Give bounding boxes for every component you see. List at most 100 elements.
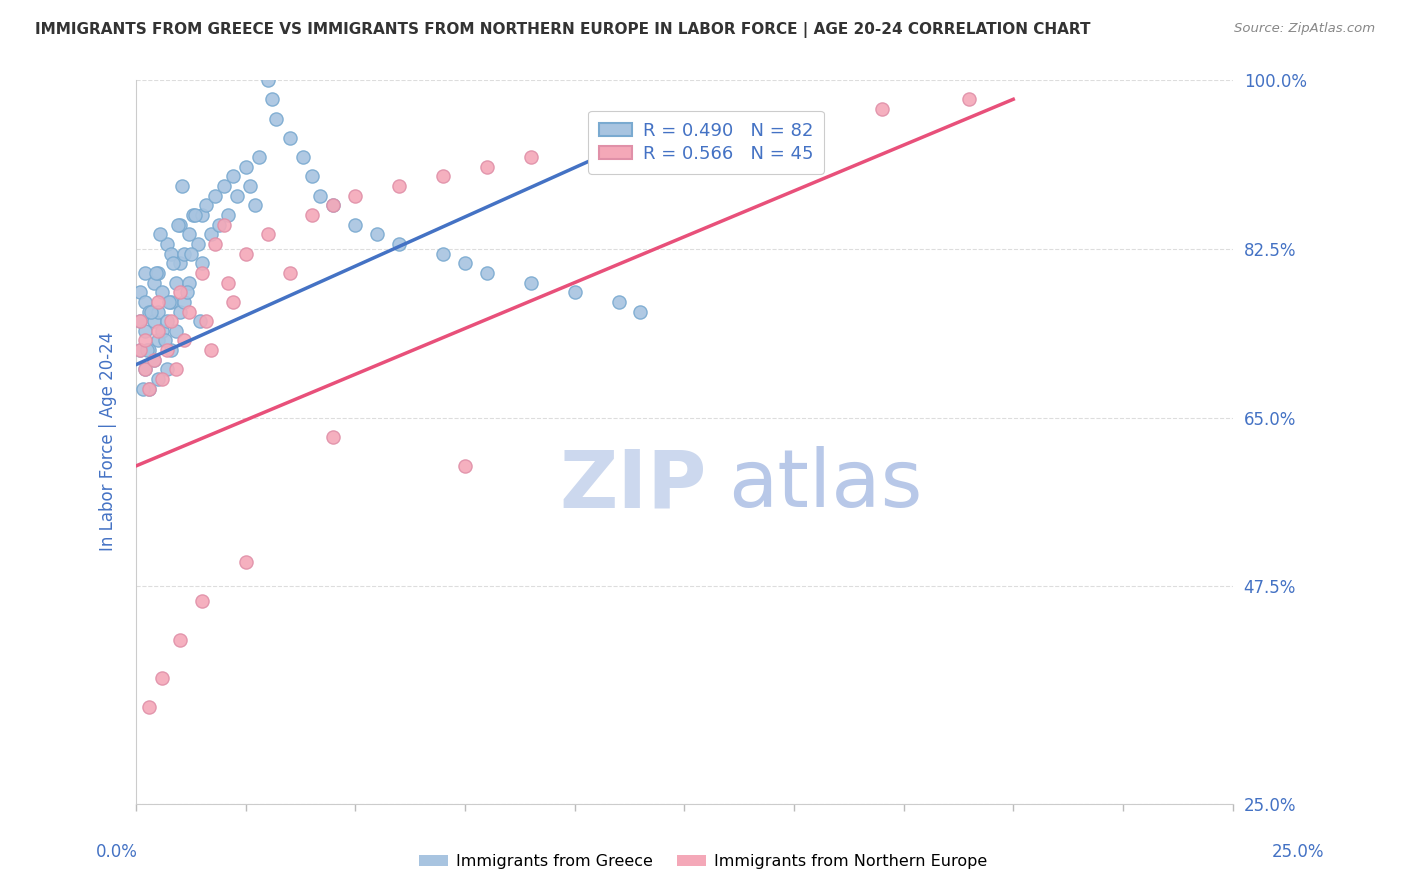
Point: [177, 276, 200, 290]
Text: Source: ZipAtlas.com: Source: ZipAtlas.com: [1234, 22, 1375, 36]
Point: [156, 314, 179, 328]
Point: [204, 237, 226, 252]
Point: [160, 294, 183, 309]
Point: [152, 671, 174, 685]
Point: [165, 276, 187, 290]
Point: [235, 555, 257, 569]
Point: [177, 304, 200, 318]
Point: [564, 285, 586, 300]
Point: [146, 334, 169, 348]
Point: [134, 362, 156, 376]
Point: [226, 188, 249, 202]
Point: [221, 169, 243, 184]
Point: [134, 266, 156, 280]
Point: [607, 294, 630, 309]
Point: [181, 208, 204, 222]
Point: [388, 179, 411, 194]
Point: [239, 179, 262, 194]
Point: [191, 594, 214, 608]
Point: [173, 334, 195, 348]
Point: [145, 266, 167, 280]
Point: [131, 382, 153, 396]
Point: [141, 304, 163, 318]
Text: ZIP: ZIP: [560, 446, 706, 524]
Point: [129, 343, 152, 358]
Point: [256, 227, 278, 242]
Point: [235, 246, 257, 260]
Point: [160, 246, 183, 260]
Point: [388, 237, 411, 252]
Point: [475, 266, 498, 280]
Point: [157, 294, 180, 309]
Point: [136, 343, 159, 358]
Point: [301, 169, 323, 184]
Point: [156, 237, 179, 252]
Point: [278, 131, 301, 145]
Point: [129, 285, 152, 300]
Point: [247, 150, 270, 164]
Point: [160, 343, 183, 358]
Y-axis label: In Labor Force | Age 20-24: In Labor Force | Age 20-24: [100, 332, 117, 551]
Point: [138, 304, 160, 318]
Text: 25.0%: 25.0%: [1272, 843, 1324, 861]
Point: [191, 266, 214, 280]
Point: [475, 160, 498, 174]
Point: [152, 372, 174, 386]
Point: [208, 218, 231, 232]
Point: [322, 198, 344, 212]
Point: [783, 112, 806, 126]
Point: [717, 121, 740, 136]
Point: [152, 285, 174, 300]
Point: [146, 266, 169, 280]
Point: [262, 92, 284, 106]
Point: [432, 169, 454, 184]
Point: [146, 372, 169, 386]
Point: [165, 362, 187, 376]
Point: [217, 276, 239, 290]
Point: [212, 179, 235, 194]
Point: [322, 198, 344, 212]
Point: [153, 334, 176, 348]
Point: [186, 237, 208, 252]
Point: [344, 188, 367, 202]
Point: [162, 256, 184, 270]
Point: [138, 343, 160, 358]
Point: [166, 218, 188, 232]
Point: [454, 256, 477, 270]
Point: [134, 294, 156, 309]
Text: 0.0%: 0.0%: [96, 843, 138, 861]
Point: [156, 362, 179, 376]
Point: [309, 188, 332, 202]
Point: [243, 198, 266, 212]
Point: [138, 700, 160, 714]
Point: [134, 362, 156, 376]
Text: IMMIGRANTS FROM GREECE VS IMMIGRANTS FROM NORTHERN EUROPE IN LABOR FORCE | AGE 2: IMMIGRANTS FROM GREECE VS IMMIGRANTS FRO…: [35, 22, 1091, 38]
Point: [169, 285, 191, 300]
Point: [212, 218, 235, 232]
Point: [221, 294, 243, 309]
Point: [160, 314, 183, 328]
Point: [129, 314, 152, 328]
Point: [301, 208, 323, 222]
Point: [152, 324, 174, 338]
Point: [134, 324, 156, 338]
Point: [138, 382, 160, 396]
Point: [322, 430, 344, 444]
Point: [156, 343, 179, 358]
Point: [165, 324, 187, 338]
Point: [366, 227, 388, 242]
Point: [200, 227, 222, 242]
Point: [217, 208, 239, 222]
Point: [129, 343, 152, 358]
Point: [184, 208, 207, 222]
Point: [235, 160, 257, 174]
Point: [454, 458, 477, 473]
Text: atlas: atlas: [728, 446, 922, 524]
Point: [291, 150, 314, 164]
Point: [169, 256, 191, 270]
Point: [169, 304, 191, 318]
Point: [204, 188, 226, 202]
Point: [188, 314, 211, 328]
Point: [266, 112, 288, 126]
Point: [195, 198, 218, 212]
